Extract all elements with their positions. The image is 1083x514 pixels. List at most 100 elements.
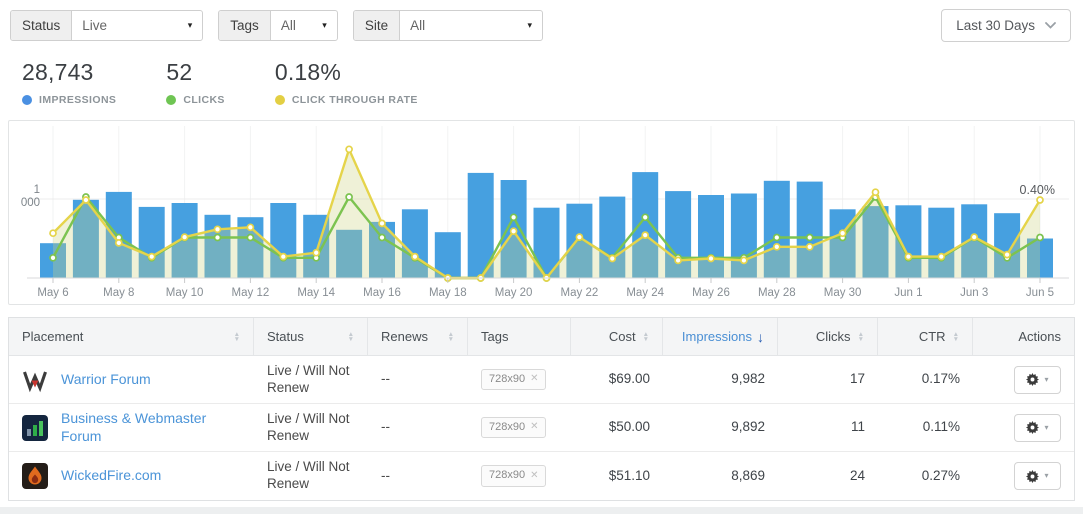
placement-link[interactable]: Warrior Forum bbox=[61, 370, 151, 387]
y-axis-label: 1 bbox=[34, 184, 40, 196]
ctr-point[interactable] bbox=[740, 256, 748, 265]
ctr-point[interactable] bbox=[411, 252, 419, 261]
ctr-point[interactable] bbox=[838, 229, 847, 238]
impressions-cell: 8,869 bbox=[731, 467, 765, 483]
sort-icon[interactable]: ▲ ▼ bbox=[447, 330, 454, 343]
ctr-point[interactable] bbox=[641, 231, 650, 239]
ctr-point[interactable] bbox=[378, 219, 386, 228]
remove-tag-icon[interactable]: ✕ bbox=[530, 421, 539, 433]
column-header-ctr[interactable]: CTR ▲ ▼ bbox=[878, 318, 973, 355]
impressions-bar[interactable] bbox=[401, 209, 428, 278]
impressions-bar[interactable] bbox=[763, 180, 790, 278]
ctr-point[interactable] bbox=[1036, 196, 1044, 204]
impressions-bar[interactable] bbox=[928, 207, 955, 278]
y-axis-label: 000 bbox=[21, 197, 40, 209]
ctr-point[interactable] bbox=[345, 145, 353, 154]
clicks-point[interactable] bbox=[805, 233, 814, 242]
clicks-point[interactable] bbox=[345, 193, 353, 201]
ctr-point[interactable] bbox=[970, 233, 979, 241]
ctr-point[interactable] bbox=[805, 242, 814, 251]
clicks-stat: 52 CLICKS bbox=[166, 59, 224, 106]
ctr-point[interactable] bbox=[114, 239, 123, 247]
impressions-bar[interactable] bbox=[1027, 238, 1053, 279]
clicks-point[interactable] bbox=[378, 233, 386, 242]
impressions-bar[interactable] bbox=[434, 232, 461, 278]
remove-tag-icon[interactable]: ✕ bbox=[530, 373, 539, 385]
impressions-bar[interactable] bbox=[138, 206, 165, 278]
date-range-button[interactable]: Last 30 Days bbox=[941, 9, 1071, 42]
impressions-bar[interactable] bbox=[994, 213, 1021, 278]
ctr-point[interactable] bbox=[312, 248, 321, 257]
ctr-point[interactable] bbox=[608, 254, 617, 263]
sort-icon[interactable]: ▲ ▼ bbox=[952, 330, 959, 343]
sort-icon[interactable]: ▲ ▼ bbox=[642, 330, 649, 343]
ctr-point[interactable] bbox=[904, 252, 913, 261]
actions-button[interactable]: ▾ bbox=[1014, 413, 1061, 442]
column-header-placement[interactable]: Placement ▲ ▼ bbox=[9, 318, 254, 355]
column-header-clicks[interactable]: Clicks ▲ ▼ bbox=[778, 318, 878, 355]
ctr-point[interactable] bbox=[674, 256, 682, 265]
ctr-point[interactable] bbox=[279, 252, 288, 261]
placement-link[interactable]: Business & Webmaster Forum bbox=[61, 410, 207, 444]
clicks-point[interactable] bbox=[641, 213, 650, 222]
clicks-dot-icon bbox=[166, 95, 177, 105]
actions-button[interactable]: ▾ bbox=[1014, 462, 1061, 490]
ctr-point[interactable] bbox=[937, 252, 946, 261]
tag-chip[interactable]: 728x90 ✕ bbox=[481, 368, 547, 391]
clicks-point[interactable] bbox=[1036, 233, 1044, 242]
clicks-total: 52 bbox=[166, 59, 193, 85]
tags-filter-value: All bbox=[280, 18, 296, 33]
column-header-cost[interactable]: Cost ▲ ▼ bbox=[571, 318, 663, 355]
impressions-bar[interactable] bbox=[204, 214, 231, 278]
impressions-bar[interactable] bbox=[336, 229, 363, 278]
impressions-bar[interactable] bbox=[862, 206, 889, 278]
ctr-point[interactable] bbox=[509, 227, 518, 236]
column-label: Actions bbox=[1018, 329, 1061, 344]
ctr-point[interactable] bbox=[871, 188, 880, 197]
actions-button[interactable]: ▾ bbox=[1014, 365, 1061, 394]
placement-link[interactable]: WickedFire.com bbox=[61, 467, 162, 484]
column-header-impressions[interactable]: Impressions ↓ bbox=[663, 318, 778, 355]
impressions-total: 28,743 bbox=[22, 59, 94, 85]
status-cell: Live / Will Not Renew bbox=[267, 362, 350, 395]
ctr-point[interactable] bbox=[147, 252, 156, 261]
ctr-point[interactable] bbox=[575, 233, 584, 241]
clicks-point[interactable] bbox=[246, 233, 255, 242]
ctr-point[interactable] bbox=[707, 254, 715, 263]
column-header-status[interactable]: Status ▲ ▼ bbox=[254, 318, 368, 355]
impressions-bar[interactable] bbox=[599, 196, 626, 278]
impressions-bar[interactable] bbox=[698, 195, 724, 278]
site-filter-select[interactable]: All ▾ bbox=[400, 11, 542, 40]
tag-chip[interactable]: 728x90 ✕ bbox=[481, 416, 547, 439]
x-axis-label: May 22 bbox=[561, 287, 599, 299]
sort-icon[interactable]: ▲ ▼ bbox=[347, 330, 354, 343]
clicks-point[interactable] bbox=[509, 213, 518, 222]
sort-icon[interactable]: ▲ ▼ bbox=[857, 330, 864, 343]
ctr-point[interactable] bbox=[772, 242, 781, 251]
tags-filter: Tags All ▾ bbox=[218, 10, 338, 41]
performance-chart[interactable]: 0.40% May 6 May 8 May 10 May 12 May 14 May 16 M… bbox=[9, 121, 1074, 304]
ctr-point[interactable] bbox=[246, 223, 255, 232]
ctr-point[interactable] bbox=[82, 196, 90, 204]
clicks-point[interactable] bbox=[772, 233, 781, 242]
tags-filter-select[interactable]: All ▾ bbox=[271, 11, 337, 40]
actions-cell: ▾ bbox=[973, 452, 1074, 500]
ctr-point[interactable] bbox=[1003, 250, 1011, 259]
status-filter-select[interactable]: Live ▾ bbox=[72, 11, 202, 40]
column-header-renews[interactable]: Renews ▲ ▼ bbox=[368, 318, 468, 355]
column-label: Tags bbox=[481, 329, 509, 344]
table-row-warrior-forum: Warrior Forum Live / Will Not Renew -- 7… bbox=[9, 356, 1074, 404]
impressions-bar[interactable] bbox=[270, 203, 297, 278]
ctr-point[interactable] bbox=[180, 233, 189, 241]
impressions-bar[interactable] bbox=[632, 172, 659, 278]
sort-icon[interactable]: ▲ ▼ bbox=[233, 330, 240, 343]
clicks-point[interactable] bbox=[49, 253, 57, 262]
ctr-point[interactable] bbox=[49, 229, 57, 238]
renews-cell: -- bbox=[381, 419, 390, 435]
performance-chart-panel: 0.40% May 6 May 8 May 10 May 12 May 14 May 16 M… bbox=[8, 120, 1075, 305]
tag-chip[interactable]: 728x90 ✕ bbox=[481, 465, 547, 487]
impressions-bar[interactable] bbox=[796, 181, 823, 278]
ctr-point[interactable] bbox=[213, 225, 222, 234]
clicks-point[interactable] bbox=[213, 233, 222, 242]
remove-tag-icon[interactable]: ✕ bbox=[530, 469, 539, 481]
